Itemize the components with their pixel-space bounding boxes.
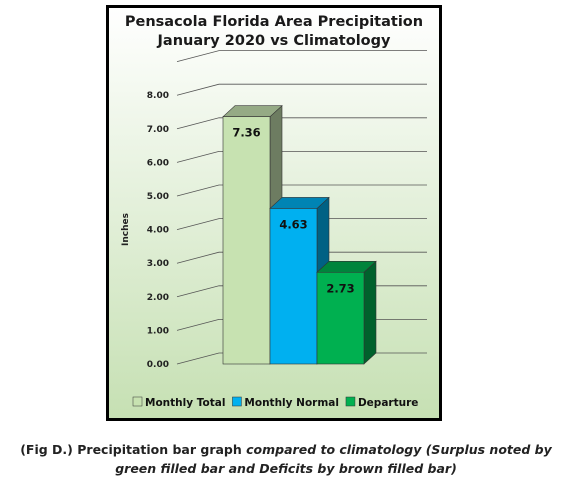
legend-label: Departure	[358, 397, 418, 409]
bar-side	[363, 260, 377, 365]
gridline	[176, 50, 427, 62]
caption-prefix: (Fig D.) Precipitation bar graph	[20, 442, 247, 457]
legend-swatch	[132, 396, 143, 407]
bar-front	[222, 116, 271, 365]
y-tick-label: 1.00	[147, 326, 169, 336]
figure-caption: (Fig D.) Precipitation bar graph compare…	[0, 440, 572, 478]
caption-italic-1: compared to climatology (Surplus noted b…	[246, 442, 552, 457]
y-tick-label: 5.00	[147, 192, 169, 202]
bar-data-label: 4.63	[279, 217, 307, 231]
y-axis-label: Inches	[121, 213, 131, 246]
legend-label: Monthly Normal	[244, 397, 339, 409]
bar-data-label: 7.36	[232, 126, 260, 140]
chart-title-line-2: January 2020 vs Climatology	[157, 33, 391, 49]
y-tick-label: 0.00	[147, 360, 169, 370]
chart-frame: Pensacola Florida Area Precipitation Jan…	[106, 5, 442, 421]
gridline	[176, 117, 427, 130]
legend-item-2: Monthly Normal	[232, 396, 339, 409]
precipitation-chart: Pensacola Florida Area Precipitation Jan…	[109, 8, 439, 418]
y-tick-label: 7.00	[147, 125, 169, 135]
gridline	[176, 83, 427, 96]
gridline	[176, 150, 427, 163]
gridline	[176, 184, 427, 197]
legend-item-1: Monthly Total	[132, 396, 225, 409]
bar-data-label: 2.73	[326, 281, 354, 295]
y-tick-label: 2.00	[147, 293, 169, 303]
bar-front	[316, 271, 365, 365]
y-tick-label: 4.00	[147, 226, 169, 236]
legend-item-3: Departure	[345, 396, 418, 409]
y-tick-label: 6.00	[147, 158, 169, 168]
gridline	[176, 218, 427, 230]
y-tick-label: 8.00	[147, 91, 169, 101]
caption-italic-2: green filled bar and Deficits by brown f…	[115, 461, 457, 476]
bar-3: 2.73	[316, 260, 377, 365]
legend-swatch	[232, 396, 242, 407]
y-tick-label: 3.00	[147, 259, 169, 269]
legend-label: Monthly Total	[145, 397, 225, 409]
chart-title-line-1: Pensacola Florida Area Precipitation	[125, 14, 423, 30]
bar-front	[269, 208, 318, 365]
legend-swatch	[345, 396, 356, 407]
gridline	[176, 251, 427, 264]
